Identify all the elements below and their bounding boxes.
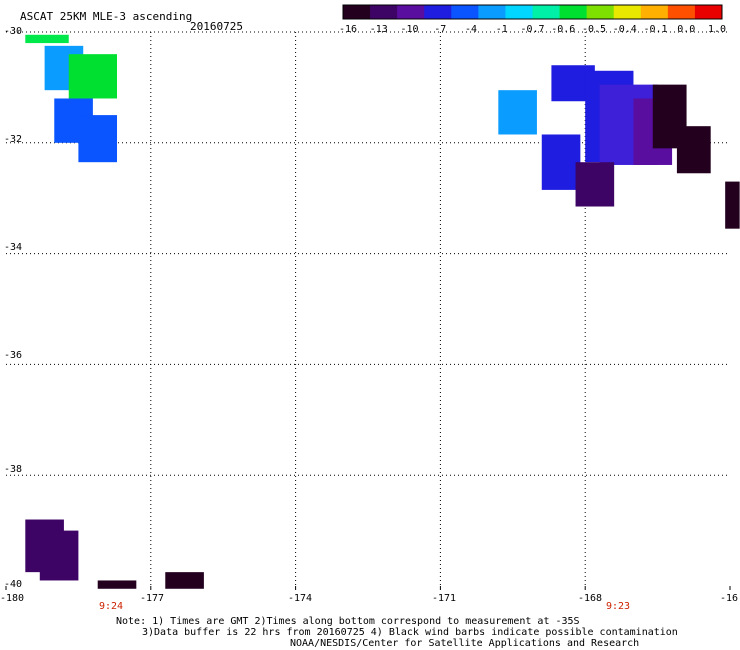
colorbar-tick-label: -0.1 xyxy=(643,24,668,35)
colorbar-swatch xyxy=(559,5,588,19)
colorbar-tick-label: -0.4 xyxy=(612,24,637,35)
y-tick-label: -40 xyxy=(4,579,23,590)
y-tick-label: -30 xyxy=(4,26,23,37)
colorbar-tick-label: -0.6 xyxy=(551,24,576,35)
wind-cell xyxy=(97,580,137,589)
colorbar-swatch xyxy=(478,5,506,19)
wind-cell xyxy=(78,115,118,163)
x-tick-label: -180 xyxy=(0,593,25,604)
y-tick-label: -38 xyxy=(4,464,23,475)
colorbar-tick-label: -13 xyxy=(369,24,388,35)
y-tick-label: -36 xyxy=(4,350,23,361)
footer-credit: NOAA/NESDIS/Center for Satellite Applica… xyxy=(290,638,640,649)
colorbar-swatch xyxy=(505,5,533,19)
colorbar-tick-label: -4 xyxy=(464,24,478,35)
colorbar-swatch xyxy=(424,5,452,19)
y-tick-label: -32 xyxy=(4,134,23,145)
map-title: ASCAT 25KM MLE-3 ascending xyxy=(20,10,193,23)
wind-cell xyxy=(498,90,537,135)
wind-cell xyxy=(725,181,740,229)
colorbar-tick-label: -7 xyxy=(434,24,447,35)
footer-note-1: Note: 1) Times are GMT 2)Times along bot… xyxy=(116,616,580,627)
colorbar-tick-label: -10 xyxy=(400,24,419,35)
wind-cell xyxy=(39,530,79,581)
wind-cell xyxy=(676,126,711,174)
colorbar-tick-label: 0.0 xyxy=(677,24,696,35)
colorbar-swatch xyxy=(613,5,642,19)
colorbar-tick-label: -0.7 xyxy=(520,24,545,35)
colorbar-swatch xyxy=(532,5,561,19)
wind-data-cells xyxy=(25,34,740,589)
x-tick-label: -174 xyxy=(288,593,313,604)
colorbar-tick-label: -1 xyxy=(495,24,508,35)
x-tick-label: -177 xyxy=(140,593,165,604)
colorbar-border xyxy=(342,4,723,20)
x-tick-label: -171 xyxy=(432,593,457,604)
pass-time-label: 9:23 xyxy=(606,601,631,612)
colorbar-tick-label: 1.0 xyxy=(707,24,727,35)
colorbar xyxy=(342,4,723,20)
footer-note-2: 3)Data buffer is 22 hrs from 20160725 4)… xyxy=(142,627,678,638)
wind-cell xyxy=(165,572,204,589)
colorbar-swatch xyxy=(343,5,371,19)
colorbar-swatch xyxy=(586,5,615,19)
wind-cell xyxy=(575,162,615,207)
x-tick-label: -168 xyxy=(578,593,603,604)
colorbar-swatch xyxy=(640,5,669,19)
colorbar-swatch xyxy=(370,5,398,19)
map-date: 20160725 xyxy=(190,20,243,33)
colorbar-swatch xyxy=(397,5,425,19)
x-tick-label: -16 xyxy=(720,593,739,604)
wind-cell xyxy=(68,54,118,99)
wind-cell xyxy=(541,134,581,190)
colorbar-swatch xyxy=(667,5,696,19)
wind-cell xyxy=(25,34,69,44)
colorbar-tick-label: -0.5 xyxy=(581,24,607,35)
colorbar-swatch xyxy=(694,5,723,19)
colorbar-tick-label: -16 xyxy=(338,24,358,35)
y-tick-label: -34 xyxy=(4,242,23,253)
pass-time-label: 9:24 xyxy=(99,601,124,612)
colorbar-swatch xyxy=(451,5,479,19)
